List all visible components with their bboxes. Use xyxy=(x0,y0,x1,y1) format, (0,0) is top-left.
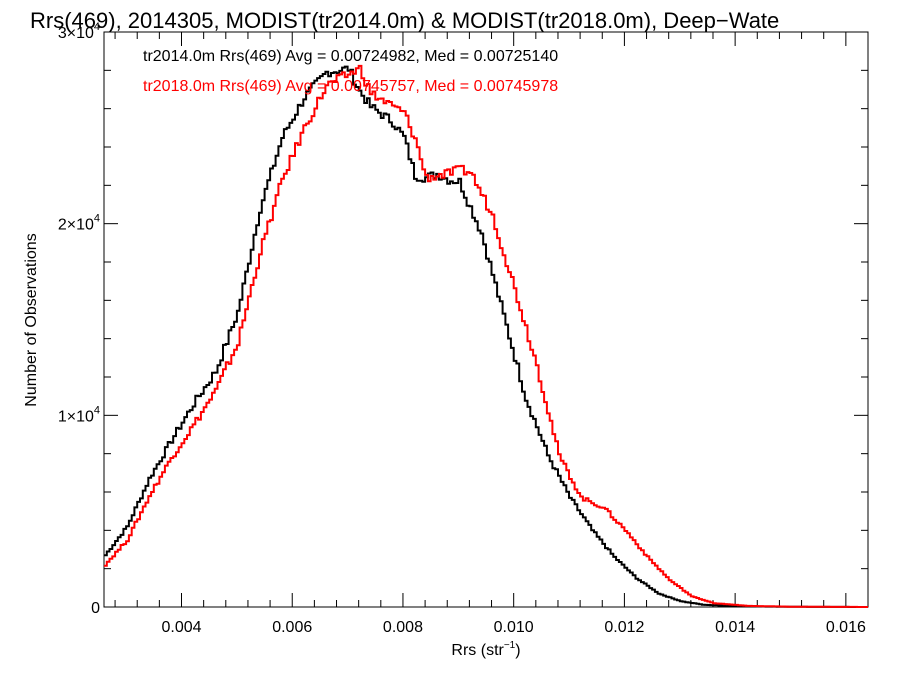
series-line-tr2014.0m xyxy=(104,65,868,608)
series-line-tr2018.0m xyxy=(104,64,868,608)
y-tick-mantissa: 0 xyxy=(91,600,100,617)
x-tick-labels: 0.004 0.006 0.008 0.010 0.012 0.014 0.016 xyxy=(161,619,865,636)
legend-entry-tr2014: tr2014.0m Rrs(469) Avg = 0.00724982, Med… xyxy=(143,48,558,65)
x-axis-label-sup: −1 xyxy=(504,640,516,651)
y-tick-label: 0 xyxy=(91,600,100,617)
x-axis-label: Rrs (str−1) xyxy=(451,640,520,659)
x-tick-label: 0.012 xyxy=(604,619,644,636)
x-axis-label-main: Rrs (str xyxy=(451,642,504,659)
y-axis-label: Number of Observations xyxy=(23,233,40,406)
y-tick-exponent: 4 xyxy=(94,213,100,225)
series-lines xyxy=(104,64,868,608)
y-tick-mantissa: 3×10 xyxy=(58,25,94,42)
x-tick-label: 0.004 xyxy=(161,619,201,636)
y-tick-exponent: 4 xyxy=(94,404,100,416)
legend-entry-tr2018: tr2018.0m Rrs(469) Avg = 0.00745757, Med… xyxy=(143,78,558,95)
x-tick-label: 0.016 xyxy=(826,619,866,636)
chart-title: Rrs(469), 2014305, MODIST(tr2014.0m) & M… xyxy=(30,8,779,33)
y-tick-mantissa: 2×10 xyxy=(58,217,94,234)
y-tick-exponent: 4 xyxy=(94,21,100,33)
x-tick-label: 0.010 xyxy=(494,619,534,636)
y-tick-mantissa: 1×10 xyxy=(58,408,94,425)
y-tick-label: 2×104 xyxy=(58,213,100,234)
x-tick-label: 0.014 xyxy=(715,619,755,636)
plot-frame xyxy=(103,31,869,608)
y-tick-label: 1×104 xyxy=(58,404,100,425)
axis-ticks xyxy=(104,31,868,608)
x-tick-label: 0.006 xyxy=(272,619,312,636)
x-axis-label-end: ) xyxy=(515,642,520,659)
y-tick-label: 3×104 xyxy=(58,21,100,42)
x-tick-label: 0.008 xyxy=(383,619,423,636)
